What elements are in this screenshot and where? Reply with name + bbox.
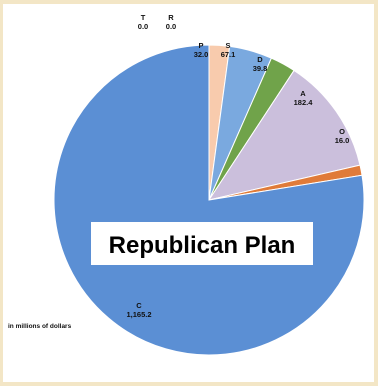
slices-layer	[53, 44, 365, 356]
slice-value-o: 16.0	[335, 136, 350, 145]
pie-slice-c	[53, 44, 365, 356]
slice-label-r: R	[168, 13, 174, 22]
slice-value-a: 182.4	[294, 98, 314, 107]
slice-value-c: 1,165.2	[126, 310, 151, 319]
chart-title-box: Republican Plan	[91, 222, 313, 265]
slice-label-c: C	[136, 301, 142, 310]
slice-value-d: 39.8	[253, 64, 268, 73]
slice-value-s: 67.1	[221, 50, 236, 59]
slice-label-o: O	[339, 127, 345, 136]
pie-chart: T0.0R0.0P32.0S67.1D39.8A182.4O16.0C1,165…	[8, 13, 365, 356]
slice-value-p: 32.0	[194, 50, 209, 59]
slice-label-d: D	[257, 55, 263, 64]
chart-title: Republican Plan	[109, 232, 296, 259]
slice-label-s: S	[225, 41, 230, 50]
slice-label-a: A	[300, 89, 306, 98]
labels-layer: T0.0R0.0P32.0S67.1D39.8A182.4O16.0C1,165…	[126, 13, 349, 319]
pie-slice-a	[207, 69, 361, 201]
chart-title-background	[91, 222, 313, 265]
slice-label-p: P	[198, 41, 203, 50]
slice-label-t: T	[141, 13, 146, 22]
chart-frame: T 0.0 R 0.0 P 32.0 S 67.1 D 39.8 A 182.4 O 16.0 C 1,165…	[3, 4, 374, 382]
slice-value-r: 0.0	[166, 22, 176, 31]
slice-value-t: 0.0	[138, 22, 148, 31]
units-note: in millions of dollars	[8, 323, 72, 330]
